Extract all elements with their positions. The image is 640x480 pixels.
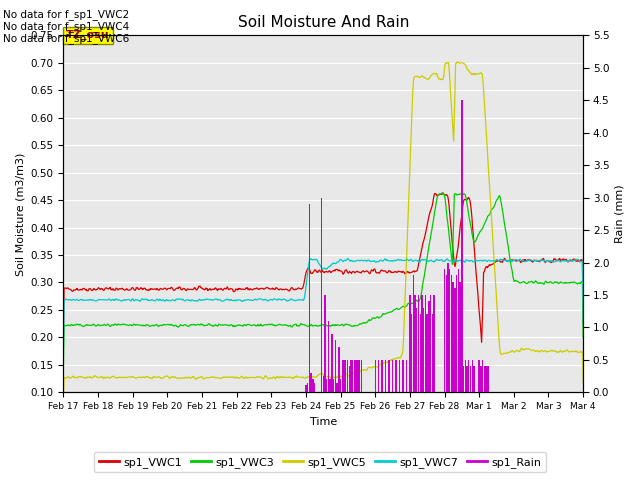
Bar <box>328 321 329 392</box>
Bar <box>355 360 357 392</box>
Bar <box>423 308 424 392</box>
Bar <box>447 263 449 392</box>
Bar <box>456 276 458 392</box>
Bar <box>305 384 307 392</box>
Bar <box>485 366 487 392</box>
Bar <box>343 360 345 392</box>
Bar <box>361 360 362 392</box>
Bar <box>428 301 429 392</box>
Bar <box>418 295 419 392</box>
Bar <box>345 360 346 392</box>
Bar <box>385 360 387 392</box>
Text: No data for f_sp1_VWC6: No data for f_sp1_VWC6 <box>3 33 129 44</box>
Bar <box>473 366 475 392</box>
Bar <box>347 360 348 392</box>
Bar <box>480 366 481 392</box>
Bar <box>307 383 308 392</box>
Bar <box>482 360 483 392</box>
Bar <box>406 360 407 392</box>
Bar <box>444 269 445 392</box>
Text: TZ_osu: TZ_osu <box>66 30 110 40</box>
Bar <box>330 379 331 392</box>
Bar <box>340 379 341 392</box>
Bar <box>414 295 416 392</box>
Bar <box>403 360 404 392</box>
Bar <box>326 379 328 392</box>
Bar <box>463 366 464 392</box>
Bar <box>321 198 322 392</box>
Bar <box>420 314 421 392</box>
Bar <box>432 314 433 392</box>
Bar <box>399 360 400 392</box>
Bar <box>468 360 470 392</box>
Bar <box>335 340 336 392</box>
Bar <box>381 360 383 392</box>
Text: No data for f_sp1_VWC4: No data for f_sp1_VWC4 <box>3 21 129 32</box>
Bar <box>342 360 343 392</box>
Bar <box>349 366 350 392</box>
Bar <box>388 360 390 392</box>
Bar <box>333 379 334 392</box>
Bar <box>314 383 316 392</box>
X-axis label: Time: Time <box>310 417 337 427</box>
Bar <box>332 334 333 392</box>
Bar <box>323 376 324 392</box>
Bar <box>484 366 485 392</box>
Bar <box>374 360 376 392</box>
Bar <box>433 295 435 392</box>
Bar <box>426 314 428 392</box>
Bar <box>357 360 358 392</box>
Bar <box>445 276 447 392</box>
Bar <box>312 379 314 392</box>
Bar <box>409 295 410 392</box>
Bar <box>416 308 417 392</box>
Text: No data for f_sp1_VWC2: No data for f_sp1_VWC2 <box>3 9 129 20</box>
Bar <box>352 360 353 392</box>
Bar <box>421 295 422 392</box>
Bar <box>378 360 380 392</box>
Bar <box>392 360 393 392</box>
Bar <box>472 360 473 392</box>
Bar <box>338 347 340 392</box>
Bar <box>430 295 431 392</box>
Bar <box>454 288 456 392</box>
Bar <box>487 366 488 392</box>
Bar <box>411 314 412 392</box>
Bar <box>451 276 452 392</box>
Bar <box>467 366 468 392</box>
Bar <box>308 204 310 392</box>
Bar <box>465 360 466 392</box>
Legend: sp1_VWC1, sp1_VWC3, sp1_VWC5, sp1_VWC7, sp1_Rain: sp1_VWC1, sp1_VWC3, sp1_VWC5, sp1_VWC7, … <box>94 452 546 472</box>
Bar <box>396 360 397 392</box>
Y-axis label: Soil Moisture (m3/m3): Soil Moisture (m3/m3) <box>15 152 25 276</box>
Bar <box>337 383 338 392</box>
Bar <box>460 282 461 392</box>
Bar <box>479 360 480 392</box>
Y-axis label: Rain (mm): Rain (mm) <box>615 184 625 243</box>
Bar <box>413 276 414 392</box>
Bar <box>310 373 312 392</box>
Bar <box>425 295 426 392</box>
Title: Soil Moisture And Rain: Soil Moisture And Rain <box>237 15 409 30</box>
Bar <box>470 366 471 392</box>
Bar <box>354 360 355 392</box>
Bar <box>461 100 463 392</box>
Bar <box>350 360 351 392</box>
Bar <box>449 269 451 392</box>
Bar <box>359 360 360 392</box>
Bar <box>324 295 326 392</box>
Bar <box>458 269 459 392</box>
Bar <box>452 282 454 392</box>
